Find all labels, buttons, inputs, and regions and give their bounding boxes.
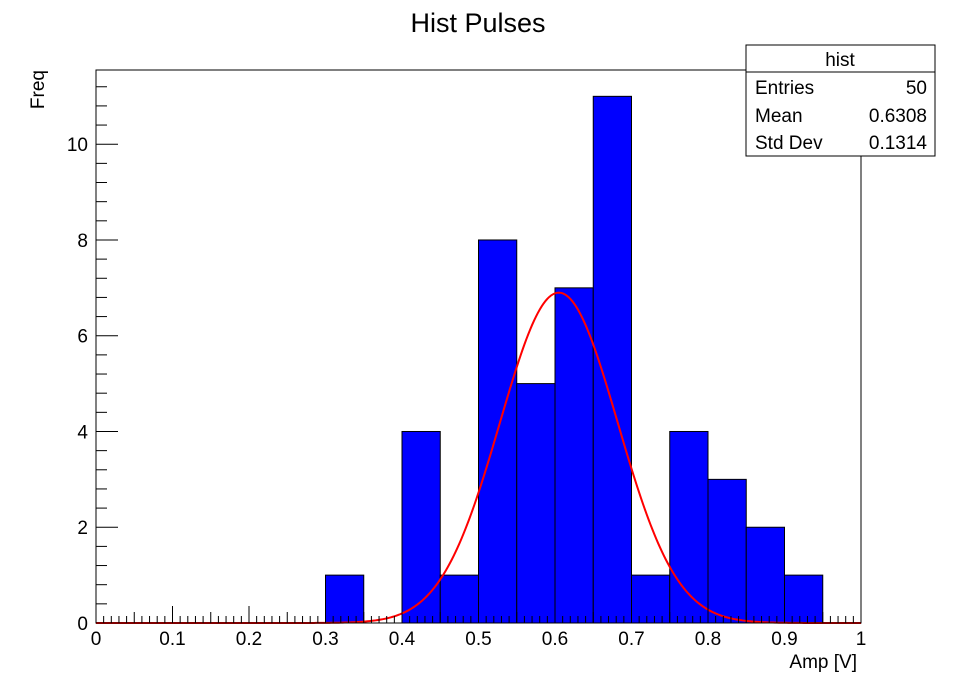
histogram-bar	[516, 383, 556, 624]
y-tick-label: 6	[77, 327, 88, 348]
histogram-bar	[669, 430, 709, 624]
y-tick-label: 8	[77, 231, 88, 252]
chart-title: Hist Pulses	[410, 8, 545, 38]
y-tick-label: 0	[77, 614, 88, 635]
x-tick-label: 0.3	[312, 629, 338, 650]
x-tick-label: 0.1	[159, 629, 185, 650]
y-axis-label: Freq	[28, 70, 49, 109]
stats-stddev-value: 0.1314	[869, 133, 928, 154]
x-tick-label: 0	[91, 629, 102, 650]
histogram-bar	[325, 574, 365, 624]
y-tick-label: 10	[67, 135, 88, 156]
stats-entries-value: 50	[906, 78, 927, 99]
stats-mean-label: Mean	[755, 106, 803, 127]
stats-mean-value: 0.6308	[869, 106, 927, 127]
x-tick-label: 0.4	[389, 629, 416, 650]
x-tick-label: 0.8	[695, 629, 721, 650]
stats-box-name: hist	[825, 50, 855, 71]
histogram-bar	[707, 478, 747, 624]
histogram-bar	[592, 95, 632, 624]
y-tick-label: 2	[77, 518, 88, 539]
histogram-bar	[631, 574, 671, 624]
stats-box: hist Entries 50 Mean 0.6308 Std Dev 0.13…	[745, 44, 936, 157]
stats-entries-label: Entries	[755, 78, 814, 99]
x-tick-label: 0.2	[236, 629, 262, 650]
histogram-bar	[745, 526, 785, 624]
histogram-bar	[401, 430, 441, 624]
stats-stddev-label: Std Dev	[755, 133, 823, 154]
x-axis-label: Amp [V]	[789, 652, 857, 673]
y-tick-label: 4	[77, 422, 88, 443]
histogram-bar	[439, 574, 479, 624]
x-tick-label: 0.7	[618, 629, 644, 650]
y-axis-ticks: 0 2 4 6 8 10	[67, 86, 118, 635]
x-tick-label: 0.9	[771, 629, 797, 650]
x-tick-label: 0.6	[542, 629, 568, 650]
x-tick-label: 0.5	[465, 629, 491, 650]
x-tick-label: 1	[856, 629, 867, 650]
bars-layer	[325, 95, 824, 624]
stats-box-frame	[745, 44, 936, 157]
histogram-bar	[784, 574, 824, 624]
histogram-bar	[554, 287, 594, 624]
x-axis-ticks: 0 0.1 0.2 0.3 0.4 0.5 0.6 0.7 0.8 0.9 1	[91, 606, 867, 650]
